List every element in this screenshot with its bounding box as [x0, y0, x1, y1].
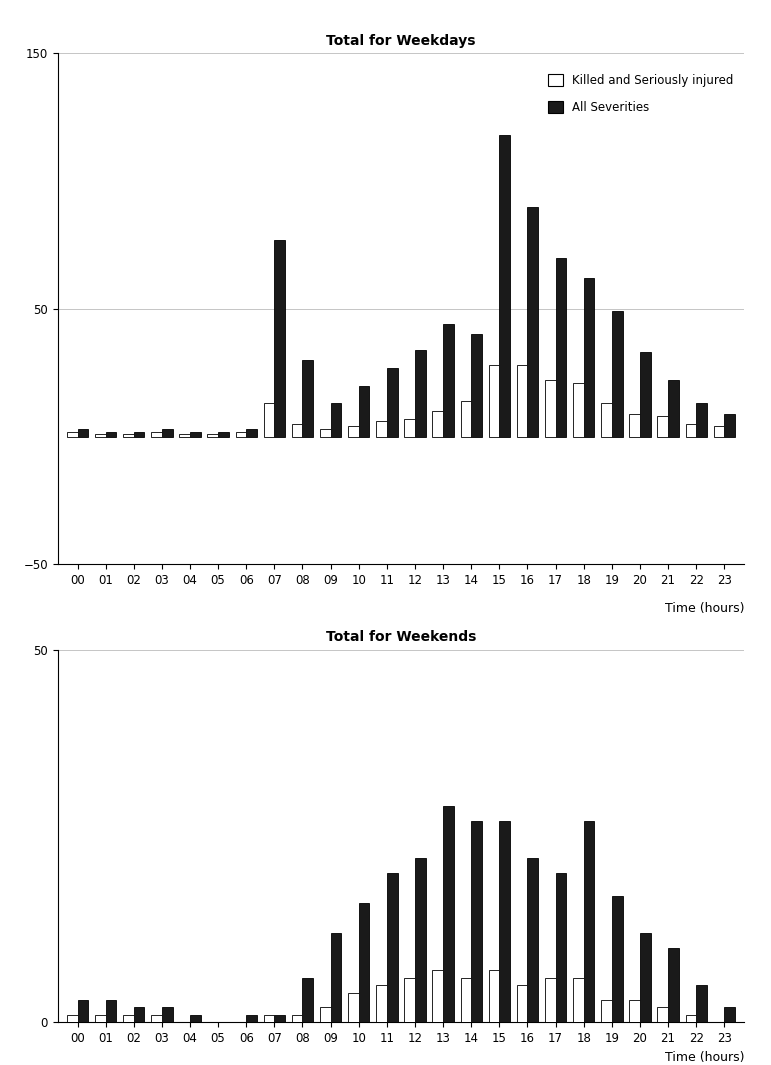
Bar	[573, 383, 584, 437]
Bar	[123, 435, 133, 437]
X-axis label: Time (hours): Time (hours)	[665, 1051, 744, 1064]
Bar	[404, 419, 415, 437]
Bar	[460, 400, 471, 437]
Bar	[162, 429, 173, 437]
Bar	[274, 1015, 285, 1022]
Bar	[668, 380, 678, 437]
Bar	[489, 365, 500, 437]
Bar	[190, 431, 200, 437]
Bar	[78, 1000, 88, 1022]
Bar	[359, 386, 369, 437]
Title: Total for Weekends: Total for Weekends	[325, 630, 476, 644]
Bar	[714, 426, 724, 437]
Bar	[584, 278, 594, 437]
Bar	[629, 413, 640, 437]
Bar	[404, 978, 415, 1022]
Bar	[302, 360, 313, 437]
Bar	[264, 1015, 274, 1022]
Bar	[180, 435, 190, 437]
Bar	[264, 404, 274, 437]
Bar	[67, 431, 78, 437]
Bar	[291, 424, 302, 437]
Bar	[359, 903, 369, 1022]
Bar	[658, 416, 668, 437]
Bar	[190, 1015, 200, 1022]
Bar	[331, 404, 342, 437]
Bar	[95, 1015, 106, 1022]
Bar	[151, 431, 162, 437]
Bar	[527, 207, 538, 437]
Bar	[601, 1000, 612, 1022]
Bar	[123, 1015, 133, 1022]
Bar	[151, 1015, 162, 1022]
Bar	[696, 404, 707, 437]
Bar	[629, 1000, 640, 1022]
Bar	[640, 933, 651, 1022]
Bar	[348, 993, 359, 1022]
Bar	[162, 1007, 173, 1022]
Bar	[415, 349, 426, 437]
Bar	[291, 1015, 302, 1022]
Bar	[668, 948, 678, 1022]
Bar	[556, 258, 566, 437]
Bar	[320, 429, 331, 437]
Bar	[460, 978, 471, 1022]
Bar	[246, 1015, 257, 1022]
Bar	[302, 978, 313, 1022]
Bar	[696, 985, 707, 1022]
Bar	[471, 334, 482, 437]
Bar	[685, 424, 696, 437]
Bar	[320, 1007, 331, 1022]
Bar	[517, 985, 527, 1022]
Bar	[556, 873, 566, 1022]
Bar	[95, 435, 106, 437]
Text: Time (hours): Time (hours)	[665, 602, 744, 615]
Bar	[433, 411, 443, 437]
Bar	[545, 380, 556, 437]
Bar	[218, 431, 229, 437]
Bar	[274, 240, 285, 437]
Bar	[106, 1000, 116, 1022]
Bar	[236, 431, 246, 437]
Legend: Killed and Seriously injured, All Severities: Killed and Seriously injured, All Severi…	[544, 69, 738, 119]
Bar	[489, 970, 500, 1022]
Bar	[545, 978, 556, 1022]
Bar	[724, 1007, 735, 1022]
Bar	[348, 426, 359, 437]
Bar	[443, 324, 454, 437]
Bar	[443, 806, 454, 1022]
Bar	[331, 933, 342, 1022]
Bar	[67, 1015, 78, 1022]
Bar	[685, 1015, 696, 1022]
Bar	[433, 970, 443, 1022]
Bar	[601, 404, 612, 437]
Bar	[246, 429, 257, 437]
Bar	[387, 873, 398, 1022]
Bar	[207, 435, 218, 437]
Bar	[658, 1007, 668, 1022]
Bar	[387, 367, 398, 437]
Bar	[527, 858, 538, 1022]
Bar	[415, 858, 426, 1022]
Bar	[517, 365, 527, 437]
Bar	[612, 896, 622, 1022]
Bar	[78, 429, 88, 437]
Bar	[584, 821, 594, 1022]
Bar	[500, 135, 510, 437]
Bar	[500, 821, 510, 1022]
Bar	[612, 311, 622, 437]
Bar	[133, 431, 144, 437]
Bar	[724, 413, 735, 437]
Bar	[133, 1007, 144, 1022]
Bar	[471, 821, 482, 1022]
Bar	[376, 422, 387, 437]
Bar	[106, 431, 116, 437]
Bar	[573, 978, 584, 1022]
Bar	[640, 353, 651, 437]
Title: Total for Weekdays: Total for Weekdays	[326, 34, 476, 48]
Bar	[376, 985, 387, 1022]
